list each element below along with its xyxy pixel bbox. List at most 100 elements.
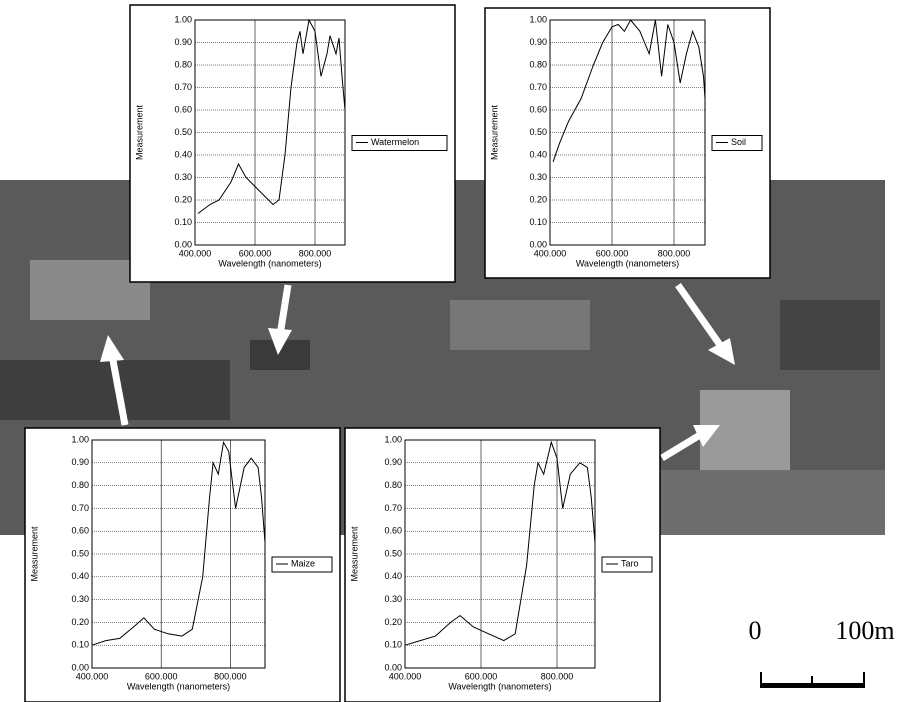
arrow-head xyxy=(693,425,720,447)
x-tick-label: 400.000 xyxy=(534,248,567,258)
x-tick-label: 600.000 xyxy=(239,248,272,258)
legend-label: Watermelon xyxy=(371,137,419,147)
y-tick-label: 0.10 xyxy=(71,640,89,650)
y-tick-label: 0.60 xyxy=(174,104,192,114)
arrow xyxy=(108,354,129,426)
x-tick-label: 800.000 xyxy=(214,671,247,681)
x-tick-label: 400.000 xyxy=(76,671,109,681)
y-axis-label: Measurement xyxy=(29,526,39,582)
chart: 0.00 0.10 0.20 0.30 0.40 0.50 0.60 0.70 0.80 0.90… xyxy=(344,427,661,702)
arrow xyxy=(276,284,292,336)
x-axis-label: Wavelength (nanometers) xyxy=(448,681,551,691)
x-axis-label: Wavelength (nanometers) xyxy=(576,258,679,268)
scale-bar: 0 100m xyxy=(749,616,895,688)
y-tick-label: 0.00 xyxy=(384,662,402,672)
y-tick-label: 0.20 xyxy=(71,617,89,627)
plot-frame xyxy=(194,19,346,246)
y-tick-label: 0.50 xyxy=(71,548,89,558)
arrows xyxy=(100,282,735,461)
legend-box xyxy=(601,556,653,573)
arrow-head xyxy=(268,328,292,355)
y-tick-label: 0.50 xyxy=(529,127,547,137)
data-line xyxy=(404,440,596,646)
legend-box xyxy=(711,135,763,151)
x-tick-label: 600.000 xyxy=(465,671,498,681)
arrow-head xyxy=(100,335,124,362)
legend-label: Soil xyxy=(731,137,746,147)
y-tick-label: 0.10 xyxy=(174,217,192,227)
field xyxy=(780,300,880,370)
y-tick-label: 0.70 xyxy=(174,82,192,92)
y-tick-label: 0.00 xyxy=(71,662,89,672)
y-tick-label: 0.30 xyxy=(71,594,89,604)
y-tick-label: 0.50 xyxy=(384,548,402,558)
x-tick-label: 600.000 xyxy=(596,248,629,258)
y-tick-label: 0.20 xyxy=(174,194,192,204)
plot-frame xyxy=(91,439,266,669)
plot-frame xyxy=(404,439,596,669)
data-line xyxy=(91,440,266,646)
y-tick-label: 0.90 xyxy=(71,457,89,467)
y-tick-label: 0.00 xyxy=(529,239,547,249)
y-axis-label: Measurement xyxy=(134,104,144,160)
y-tick-label: 0.70 xyxy=(529,82,547,92)
y-tick-label: 0.80 xyxy=(529,59,547,69)
y-tick-label: 0.90 xyxy=(529,37,547,47)
y-tick-label: 0.60 xyxy=(384,526,402,536)
scale-end: 100m xyxy=(835,616,894,645)
x-tick-label: 400.000 xyxy=(389,671,422,681)
y-tick-label: 0.80 xyxy=(174,59,192,69)
legend-box xyxy=(271,556,333,573)
y-axis-label: Measurement xyxy=(349,526,359,582)
y-tick-label: 0.60 xyxy=(529,104,547,114)
y-tick-label: 0.40 xyxy=(529,149,547,159)
y-tick-label: 0.30 xyxy=(384,594,402,604)
x-tick-label: 600.000 xyxy=(145,671,178,681)
y-tick-label: 0.80 xyxy=(71,480,89,490)
x-axis-label: Wavelength (nanometers) xyxy=(127,681,230,691)
y-tick-label: 0.90 xyxy=(384,457,402,467)
arrow-head xyxy=(708,338,735,365)
y-tick-label: 0.30 xyxy=(529,172,547,182)
y-tick-label: 0.80 xyxy=(384,480,402,490)
y-tick-label: 1.00 xyxy=(384,434,402,444)
field xyxy=(660,470,885,535)
y-tick-label: 1.00 xyxy=(529,14,547,24)
y-tick-label: 0.20 xyxy=(384,617,402,627)
legend-box xyxy=(351,135,448,151)
y-tick-label: 0.50 xyxy=(174,127,192,137)
y-tick-label: 1.00 xyxy=(71,434,89,444)
y-tick-label: 0.40 xyxy=(384,571,402,581)
y-tick-label: 0.40 xyxy=(71,571,89,581)
plot-frame xyxy=(549,19,706,246)
chart: 0.00 0.10 0.20 0.30 0.40 0.50 0.60 0.70 0.80 0.90… xyxy=(24,427,341,702)
x-tick-label: 800.000 xyxy=(541,671,574,681)
y-axis-label: Measurement xyxy=(489,104,499,160)
y-tick-label: 0.20 xyxy=(529,194,547,204)
arrow xyxy=(675,282,723,348)
x-tick-label: 800.000 xyxy=(658,248,691,258)
y-tick-label: 0.70 xyxy=(384,503,402,513)
y-tick-label: 0.60 xyxy=(71,526,89,536)
y-tick-label: 0.90 xyxy=(174,37,192,47)
scale-start: 0 xyxy=(749,616,762,645)
y-tick-label: 0.40 xyxy=(174,149,192,159)
data-line xyxy=(197,18,346,214)
y-tick-label: 0.10 xyxy=(529,217,547,227)
chart: 0.00 0.10 0.20 0.30 0.40 0.50 0.60 0.70 0.80 0.90… xyxy=(129,4,456,283)
y-tick-label: 0.00 xyxy=(174,239,192,249)
y-tick-label: 0.30 xyxy=(174,172,192,182)
arrow xyxy=(660,432,702,461)
field xyxy=(450,300,590,350)
data-line xyxy=(552,19,706,162)
y-tick-label: 0.10 xyxy=(384,640,402,650)
legend-label: Taro xyxy=(621,558,639,568)
y-tick-label: 1.00 xyxy=(174,14,192,24)
x-axis-label: Wavelength (nanometers) xyxy=(218,258,321,268)
legend-label: Maize xyxy=(291,558,315,568)
y-tick-label: 0.70 xyxy=(71,503,89,513)
chart: 0.00 0.10 0.20 0.30 0.40 0.50 0.60 0.70 0.80 0.90… xyxy=(484,7,771,279)
x-tick-label: 800.000 xyxy=(299,248,332,258)
x-tick-label: 400.000 xyxy=(179,248,212,258)
